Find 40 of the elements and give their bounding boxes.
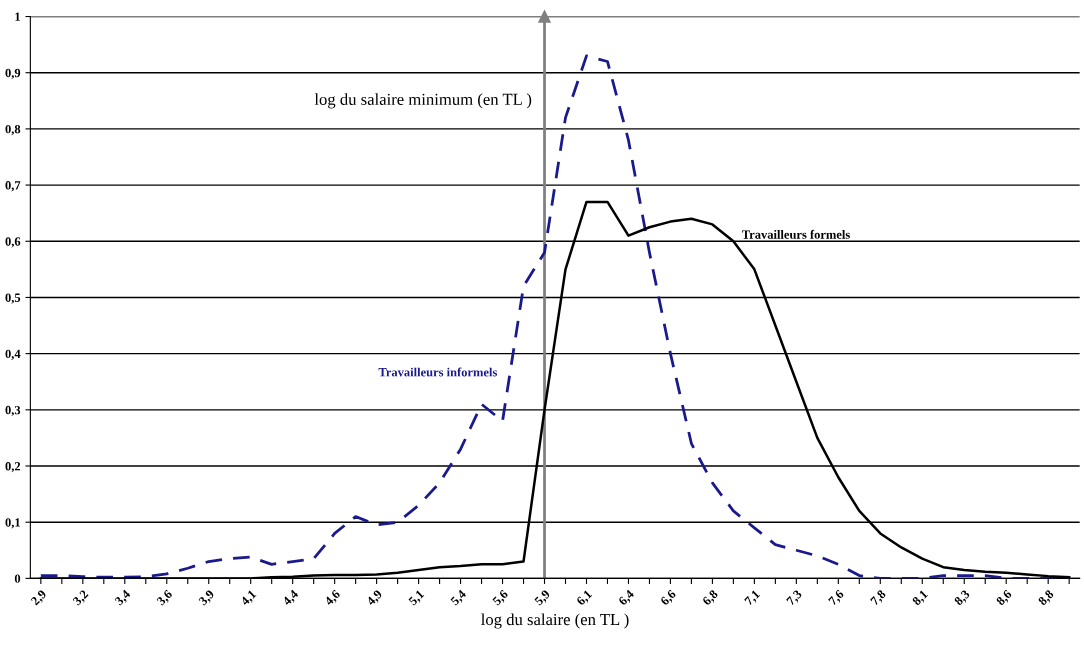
y-tick-label: 0,8	[5, 124, 21, 136]
x-tick-label: 4,6	[324, 589, 342, 608]
x-tick-label: 3,2	[72, 589, 90, 608]
y-tick-label: 1	[15, 12, 20, 21]
y-tick-label: 0,9	[5, 68, 21, 79]
x-axis-title: log du salaire (en TL )	[481, 613, 629, 629]
x-tick-label: 7,6	[828, 589, 846, 607]
y-tick-label: 0,5	[5, 293, 21, 304]
x-tick-label: 6,6	[659, 589, 678, 608]
y-tick-label: 0,1	[5, 518, 20, 529]
ref-line-label: log du salaire minimum (en TL )	[314, 93, 532, 109]
x-tick-label: 5,4	[450, 589, 468, 607]
x-tick-label: 6,1	[576, 589, 594, 608]
x-tick-label: 8,3	[953, 589, 972, 608]
x-tick-label: 4,9	[365, 589, 384, 608]
x-tick-label: 8,8	[1037, 589, 1056, 608]
y-tick-label: 0	[14, 574, 21, 583]
y-tick-label: 0,6	[5, 237, 21, 248]
y-tick-label: 0,7	[5, 181, 21, 192]
y-tick-label: 0,4	[5, 349, 21, 360]
x-tick-label: 5,6	[492, 589, 510, 607]
y-tick-label: 0,2	[5, 462, 21, 473]
x-tick-label: 7,1	[744, 589, 762, 607]
x-tick-label: 8,6	[995, 589, 1014, 608]
x-tick-label: 4,4	[282, 589, 301, 608]
x-tick-label: 2,9	[30, 589, 49, 607]
x-tick-label: 7,3	[786, 589, 804, 607]
x-tick-label: 6,8	[701, 589, 720, 608]
series-label: Travailleurs formels	[741, 229, 850, 239]
x-tick-label: 3,9	[198, 589, 216, 608]
series-label: Travailleurs informels	[378, 367, 497, 377]
x-tick-label: 8,1	[911, 589, 930, 608]
x-tick-label: 5,1	[408, 589, 426, 607]
x-tick-label: 7,8	[870, 589, 888, 607]
x-tick-label: 5,9	[534, 589, 552, 607]
x-tick-label: 4,1	[240, 589, 258, 608]
x-tick-label: 6,4	[617, 589, 636, 608]
y-tick-label: 0,3	[5, 405, 21, 417]
x-tick-label: 3,4	[114, 589, 133, 608]
x-tick-label: 3,6	[156, 589, 175, 608]
